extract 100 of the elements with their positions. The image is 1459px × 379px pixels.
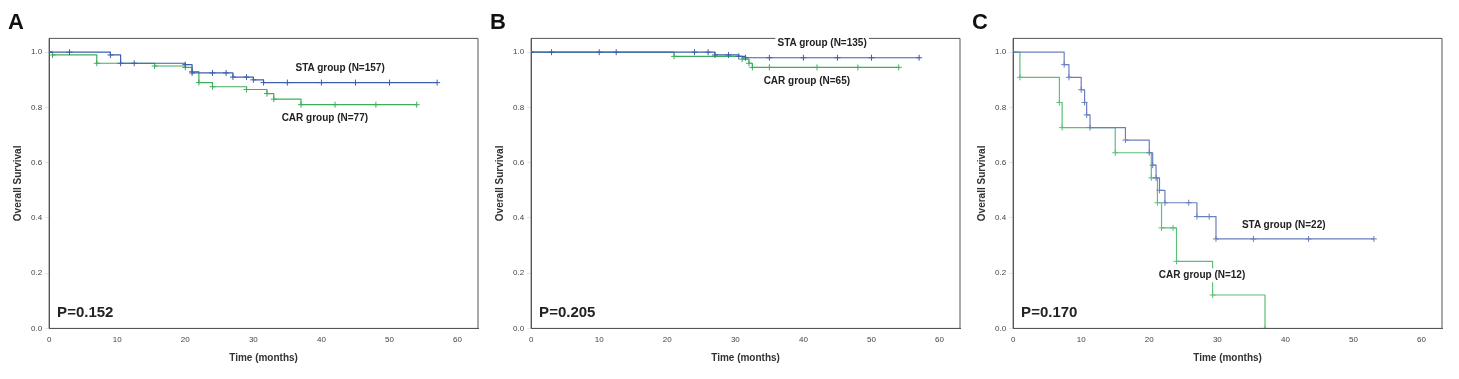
y-tick-label: 0.2 [31, 268, 43, 278]
x-tick-label: 40 [1280, 335, 1291, 345]
y-tick-label: 0.6 [995, 157, 1007, 167]
x-tick-label: 40 [798, 335, 809, 345]
y-tick-label: 0.0 [513, 323, 525, 333]
point [317, 79, 325, 87]
point [1086, 124, 1094, 132]
point [833, 54, 841, 62]
point [195, 79, 203, 87]
x-tick-label: 50 [385, 335, 395, 345]
y-tick-label: 0.6 [513, 157, 525, 167]
x-tick-label: 60 [935, 335, 945, 345]
point [813, 63, 821, 71]
y-tick-label: 0.0 [31, 323, 43, 333]
series-label: STA group (N=22) [1241, 218, 1326, 230]
x-tick-label: 50 [1349, 335, 1359, 345]
point [745, 59, 753, 67]
point [765, 54, 773, 62]
series-label: CAR group (N=12) [1158, 269, 1246, 281]
point [93, 59, 101, 67]
point [1169, 224, 1177, 232]
point [868, 54, 875, 62]
point [1111, 149, 1119, 157]
point [1305, 235, 1313, 243]
x-tick-label: 0 [1010, 335, 1016, 345]
point [243, 73, 251, 81]
x-tick-label: 10 [112, 335, 123, 345]
point [854, 63, 862, 71]
x-tick-label: 40 [316, 335, 327, 345]
x-tick-label: 30 [1212, 335, 1223, 345]
x-axis-title: Time (months) [711, 351, 780, 363]
series-label: STA group (N=135) [777, 37, 867, 49]
point [704, 48, 712, 56]
point [130, 59, 138, 67]
point [1121, 136, 1129, 144]
y-tick-label: 0.2 [513, 268, 525, 278]
point [1077, 86, 1085, 94]
x-tick-label: 0 [528, 335, 534, 345]
x-tick-label: 20 [662, 335, 673, 345]
series-label: CAR group (N=65) [763, 75, 851, 87]
point [711, 51, 719, 59]
point [1058, 124, 1066, 132]
point [260, 79, 268, 87]
y-tick-label: 0.4 [513, 213, 525, 223]
x-tick-label: 60 [453, 335, 463, 345]
point [725, 51, 733, 59]
point [1249, 235, 1257, 243]
x-tick-label: 20 [180, 335, 191, 345]
x-tick-label: 60 [1417, 335, 1427, 345]
y-tick-label: 0.4 [31, 213, 43, 223]
series-label: CAR group (N=77) [281, 112, 369, 124]
point [1145, 149, 1153, 157]
point [612, 48, 620, 56]
point [297, 101, 305, 109]
point [351, 79, 359, 87]
point [66, 48, 74, 56]
y-tick-label: 0.6 [31, 157, 43, 167]
y-axis-title: Overall Survival [11, 145, 23, 222]
point [1149, 161, 1157, 169]
x-tick-label: 0 [46, 335, 52, 345]
x-tick-label: 10 [1076, 335, 1087, 345]
point [229, 73, 237, 81]
point [1185, 199, 1193, 207]
annotation: P=0.205 [539, 303, 596, 321]
y-tick-label: 1.0 [995, 47, 1007, 57]
point [117, 59, 125, 67]
point [799, 54, 807, 62]
annotation: P=0.170 [1021, 303, 1078, 321]
point [1060, 61, 1068, 69]
y-axis-title: Overall Survival [493, 145, 505, 222]
series-label: STA group (N=157) [295, 62, 385, 74]
y-tick-label: 1.0 [513, 47, 525, 57]
point [1152, 174, 1160, 182]
point [548, 48, 556, 56]
y-tick-label: 0.8 [31, 102, 43, 112]
x-axis-title: Time (months) [229, 351, 298, 363]
point [1016, 73, 1024, 81]
y-tick-label: 0.8 [995, 102, 1007, 112]
point [765, 63, 773, 71]
point [1161, 199, 1169, 207]
point [595, 48, 603, 56]
point [263, 90, 271, 98]
point [1065, 73, 1073, 81]
y-tick-label: 0.8 [513, 102, 525, 112]
point [748, 63, 756, 71]
x-tick-label: 30 [730, 335, 741, 345]
point [742, 54, 750, 62]
x-tick-label: 50 [867, 335, 877, 345]
point [1209, 291, 1217, 299]
y-tick-label: 1.0 [31, 47, 43, 57]
x-tick-label: 20 [1144, 335, 1155, 345]
y-tick-label: 0.4 [995, 213, 1007, 223]
point [1083, 111, 1091, 119]
point [331, 101, 339, 109]
x-tick-label: 10 [594, 335, 605, 345]
point [209, 69, 216, 77]
point [372, 101, 380, 109]
y-tick-label: 0.0 [995, 323, 1007, 333]
point [1147, 174, 1155, 182]
point [222, 69, 230, 77]
